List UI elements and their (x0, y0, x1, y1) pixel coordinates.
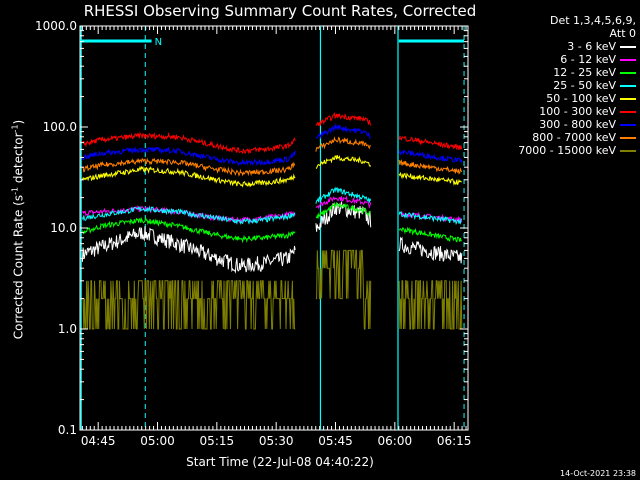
legend-entry-label: 6 - 12 keV (560, 53, 616, 66)
legend-entry: 50 - 100 keV (478, 92, 636, 105)
chart-title: RHESSI Observing Summary Count Rates, Co… (83, 2, 477, 20)
x-tick-label: 05:30 (259, 434, 294, 448)
footer-timestamp: 14-Oct-2021 23:38 (560, 469, 636, 478)
y-axis-label-main: Corrected Count Rate (s (11, 194, 26, 340)
series-layer (81, 111, 463, 330)
series-line (82, 136, 463, 177)
y-axis-label-end: ) (11, 119, 26, 125)
legend-entry: 12 - 25 keV (478, 66, 636, 79)
x-tick-label: 05:15 (200, 434, 235, 448)
legend-swatch (620, 97, 636, 100)
legend-swatch (620, 110, 636, 113)
legend-rows: 3 - 6 keV 6 - 12 keV 12 - 25 keV 25 - 50 ke… (478, 40, 636, 157)
x-axis-label: Start Time (22-Jul-08 04:40:22) (186, 455, 374, 469)
x-tick-label: 04:45 (81, 434, 116, 448)
series-line (81, 201, 463, 274)
legend-entry-label: 100 - 300 keV (539, 105, 616, 118)
y-tick-label: 100.0 (43, 120, 77, 134)
legend-swatch (620, 84, 636, 87)
axes-layer: 0.1 1.0 10.0 100.0 1000.0 04:45 05:00 05:15 05:3… (35, 19, 471, 448)
legend-entry-label: 25 - 50 keV (553, 79, 616, 92)
x-tick-label: 06:15 (437, 434, 472, 448)
plot-frame (79, 25, 469, 431)
series-line (81, 186, 463, 226)
legend-entry: 800 - 7000 keV (478, 131, 636, 144)
legend-entry-label: 50 - 100 keV (546, 92, 616, 105)
legend: Det 1,3,4,5,6,9, Att 0 3 - 6 keV 6 - 12 k… (478, 14, 636, 157)
y-axis-label: Corrected Count Rate (s-1 detector-1) (11, 100, 26, 360)
y-tick-label: 1.0 (58, 322, 77, 336)
x-tick-label: 05:00 (140, 434, 175, 448)
legend-entry: 25 - 50 keV (478, 79, 636, 92)
legend-swatch (620, 58, 636, 61)
legend-header-line-1: Det 1,3,4,5,6,9, (549, 14, 636, 27)
y-tick-label: 0.1 (58, 423, 77, 437)
legend-entry-label: 800 - 7000 keV (532, 131, 616, 144)
legend-swatch (620, 71, 636, 74)
y-axis-label-sup-1: -1 (10, 186, 20, 195)
legend-entry-label: 12 - 25 keV (553, 66, 616, 79)
y-tick-label: 10.0 (50, 221, 77, 235)
series-line (82, 111, 463, 155)
series-line (81, 201, 462, 244)
legend-header-line-2: Att 0 (609, 27, 636, 40)
y-axis-label-sup-2: -1 (10, 124, 20, 133)
y-tick-label: 1000.0 (35, 19, 77, 33)
legend-entry: 300 - 800 keV (478, 118, 636, 131)
markers-layer: N (80, 26, 465, 430)
legend-entry-label: 3 - 6 keV (567, 40, 616, 53)
legend-entry: 6 - 12 keV (478, 53, 636, 66)
legend-swatch (620, 45, 636, 48)
series-line (81, 154, 462, 188)
legend-entry: 3 - 6 keV (478, 40, 636, 53)
legend-entry: 7000 - 15000 keV (478, 144, 636, 157)
legend-swatch (620, 149, 636, 152)
x-tick-label: 06:00 (378, 434, 413, 448)
legend-entry: 100 - 300 keV (478, 105, 636, 118)
legend-entry-label: 7000 - 15000 keV (518, 144, 616, 157)
y-axis-label-mid: detector (11, 132, 26, 187)
series-line (81, 123, 463, 167)
x-tick-label: 05:45 (318, 434, 353, 448)
legend-swatch (620, 136, 636, 139)
night-bar-label: N (155, 37, 162, 48)
legend-entry-label: 300 - 800 keV (539, 118, 616, 131)
legend-swatch (620, 123, 636, 126)
series-line (82, 249, 463, 330)
